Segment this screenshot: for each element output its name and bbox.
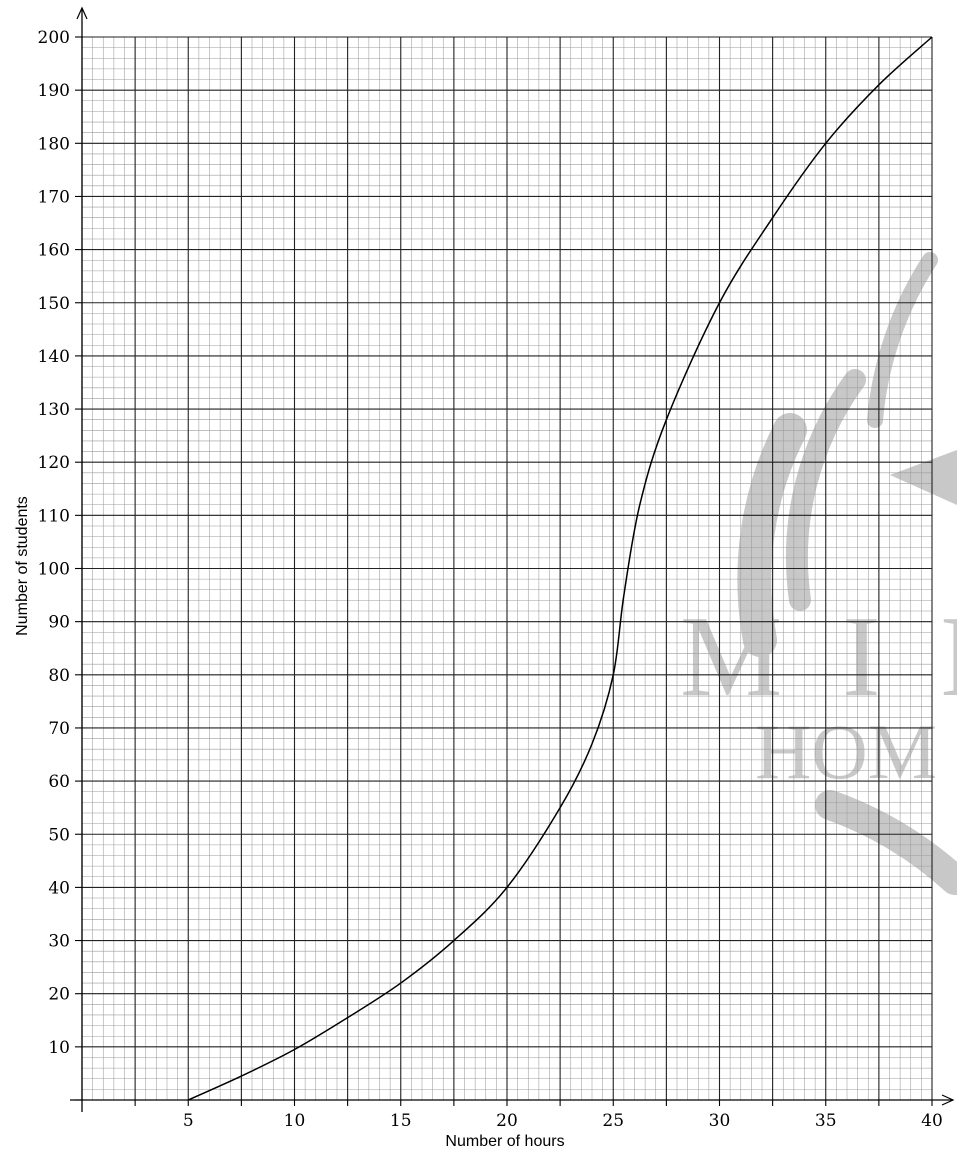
y-tick-label: 110 xyxy=(38,506,70,526)
watermark-text: HOM xyxy=(755,708,937,795)
y-tick-label: 20 xyxy=(48,985,70,1005)
y-tick-label: 40 xyxy=(48,878,70,898)
watermark: MINHOM xyxy=(680,252,957,895)
y-tick-label: 160 xyxy=(38,241,70,261)
watermark-arc xyxy=(815,790,957,895)
x-axis-arrow xyxy=(941,1094,955,1106)
x-axis-label: Number of hours xyxy=(445,1133,564,1150)
y-tick-label: 80 xyxy=(48,666,70,686)
x-tick-label: 40 xyxy=(921,1111,943,1131)
y-tick-label: 170 xyxy=(38,187,70,207)
x-tick-label: 25 xyxy=(602,1111,624,1131)
y-tick-label: 180 xyxy=(38,134,70,154)
tick-labels: 5 10 15 20 25 30 35 40 10 20 30 40 50 60 70 80 90 100 110 1… xyxy=(38,28,943,1131)
watermark-arc xyxy=(785,369,866,611)
y-tick-label: 10 xyxy=(48,1038,70,1058)
curve-layer xyxy=(187,36,933,1101)
major-grid xyxy=(81,36,933,1101)
y-tick-label: 140 xyxy=(38,347,70,367)
y-tick-label: 190 xyxy=(38,81,70,101)
y-tick-label: 30 xyxy=(48,932,70,952)
y-tick-label: 60 xyxy=(48,772,70,792)
x-tick-label: 30 xyxy=(709,1111,731,1131)
x-tick-label: 10 xyxy=(284,1111,306,1131)
x-tick-label: 20 xyxy=(496,1111,518,1131)
x-tick-label: 35 xyxy=(815,1111,837,1131)
watermark-arc xyxy=(867,252,938,428)
y-tick-label: 200 xyxy=(38,28,70,48)
y-tick-label: 50 xyxy=(48,825,70,845)
y-axis-label: Number of students xyxy=(14,496,31,636)
watermark-text: MIN xyxy=(680,593,957,720)
x-tick-label: 5 xyxy=(183,1111,194,1131)
watermark-wedge xyxy=(890,450,957,505)
y-tick-label: 90 xyxy=(48,613,70,633)
y-tick-label: 70 xyxy=(48,719,70,739)
watermark-arc xyxy=(737,413,807,657)
x-tick-label: 15 xyxy=(390,1111,412,1131)
y-tick-label: 150 xyxy=(38,294,70,314)
y-tick-label: 100 xyxy=(38,560,70,580)
axes xyxy=(70,6,955,1112)
y-axis-arrow xyxy=(76,6,88,20)
y-tick-label: 130 xyxy=(38,400,70,420)
cumulative-frequency-curve xyxy=(187,36,933,1101)
y-tick-label: 120 xyxy=(38,453,70,473)
